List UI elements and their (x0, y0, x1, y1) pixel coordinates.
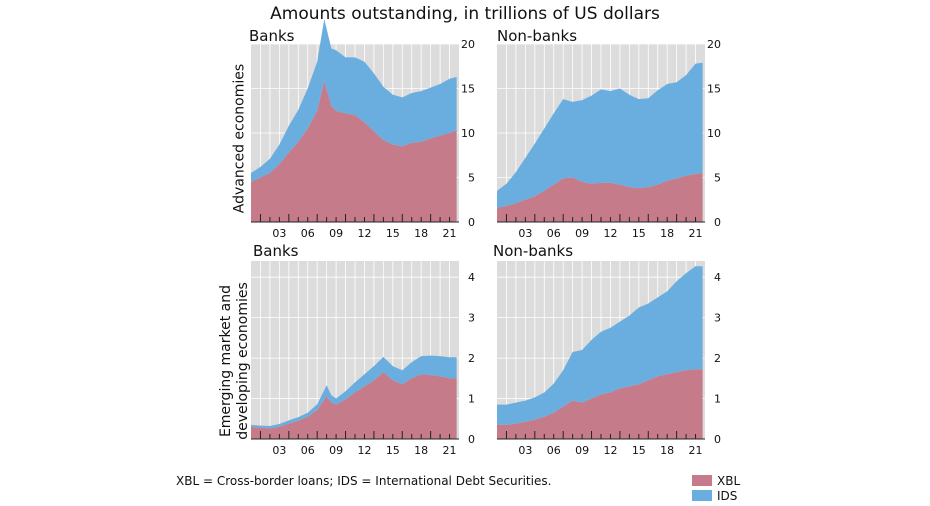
y-tick-label: 15 (707, 83, 721, 96)
y-tick-label: 20 (707, 38, 721, 51)
x-tick-label: 03 (272, 227, 286, 240)
y-tick-label: 1 (714, 393, 721, 406)
y-tick-label: 4 (468, 271, 475, 284)
page-title: Amounts outstanding, in trillions of US … (270, 4, 660, 24)
x-tick-label: 09 (575, 444, 589, 457)
x-tick-label: 15 (632, 227, 646, 240)
x-tick-label: 06 (301, 227, 315, 240)
y-tick-label: 20 (461, 38, 475, 51)
x-tick-label: 18 (414, 444, 428, 457)
footnote: XBL = Cross-border loans; IDS = Internat… (176, 474, 552, 488)
x-tick-label: 18 (660, 444, 674, 457)
y-tick-label: 10 (461, 127, 475, 140)
x-tick-label: 15 (386, 444, 400, 457)
panel-title-emerging-non-banks: Non-banks (493, 242, 574, 260)
x-tick-label: 21 (689, 444, 703, 457)
x-tick-label: 03 (518, 227, 532, 240)
y-tick-label: 2 (468, 352, 475, 365)
panel-title-advanced-banks: Banks (249, 27, 295, 45)
x-tick-label: 21 (689, 227, 703, 240)
legend-swatch-xbl (692, 475, 712, 486)
x-tick-label: 18 (660, 227, 674, 240)
area-ids (497, 266, 703, 425)
area-xbl (251, 372, 457, 439)
x-tick-label: 03 (518, 444, 532, 457)
x-tick-label: 09 (575, 227, 589, 240)
legend-item-ids: IDS (692, 489, 737, 503)
area-ids (497, 62, 703, 208)
x-tick-label: 15 (632, 444, 646, 457)
panel-title-emerging-banks: Banks (253, 242, 299, 260)
legend-label-xbl: XBL (717, 474, 741, 488)
x-tick-label: 09 (329, 444, 343, 457)
y-tick-label: 5 (714, 172, 721, 185)
area-xbl (251, 81, 457, 222)
x-tick-label: 09 (329, 227, 343, 240)
y-tick-label: 4 (714, 271, 721, 284)
row-label-emerging: Emerging market and developing economies (218, 282, 251, 440)
x-tick-label: 06 (547, 444, 561, 457)
y-tick-label: 15 (461, 83, 475, 96)
x-tick-label: 18 (414, 227, 428, 240)
x-tick-label: 12 (603, 444, 617, 457)
y-tick-label: 10 (707, 127, 721, 140)
x-tick-label: 06 (301, 444, 315, 457)
area-ids (251, 19, 457, 182)
x-tick-label: 15 (386, 227, 400, 240)
x-tick-label: 12 (357, 227, 371, 240)
area-xbl (497, 173, 703, 222)
y-tick-label: 0 (468, 433, 475, 446)
x-tick-label: 03 (272, 444, 286, 457)
y-tick-label: 0 (714, 433, 721, 446)
area-ids (251, 355, 457, 429)
panel-title-advanced-non-banks: Non-banks (497, 27, 578, 45)
y-tick-label: 1 (468, 393, 475, 406)
x-tick-label: 21 (443, 227, 457, 240)
y-tick-label: 3 (714, 312, 721, 325)
area-xbl (497, 369, 703, 439)
chart-advanced-non-banks: 03 06 09 12 15 18 21 0 5 10 15 20 (497, 38, 721, 240)
y-tick-label: 2 (714, 352, 721, 365)
y-tick-label: 5 (468, 172, 475, 185)
x-tick-label: 06 (547, 227, 561, 240)
row-label-advanced: Advanced economies (231, 63, 248, 214)
legend-label-ids: IDS (717, 489, 738, 503)
legend-item-xbl: XBL (692, 474, 740, 488)
y-tick-label: 3 (468, 312, 475, 325)
x-tick-label: 12 (603, 227, 617, 240)
x-tick-label: 12 (357, 444, 371, 457)
legend-swatch-ids (692, 490, 712, 501)
y-tick-label: 0 (714, 216, 721, 229)
x-tick-label: 21 (443, 444, 457, 457)
chart-advanced-banks: 03 06 09 12 15 18 21 0 5 10 15 20 (251, 19, 475, 240)
y-tick-label: 0 (468, 216, 475, 229)
